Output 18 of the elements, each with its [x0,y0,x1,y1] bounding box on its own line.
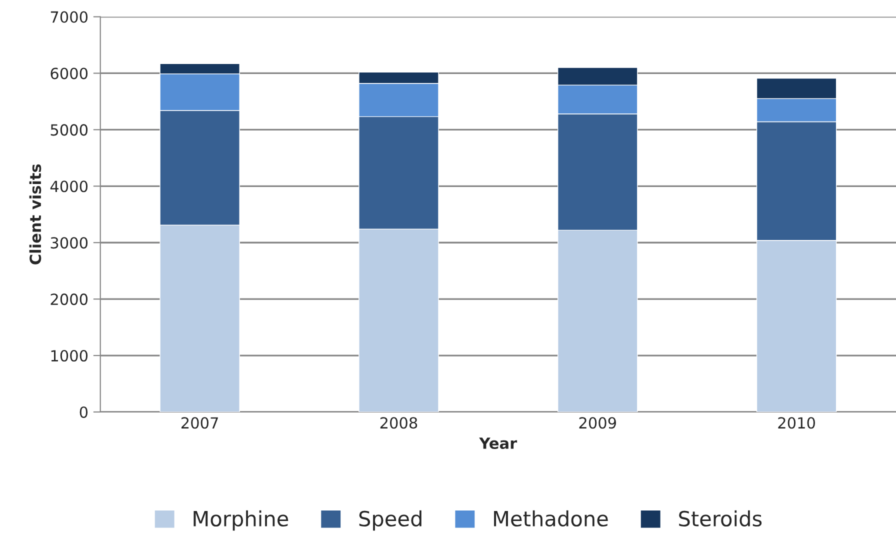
y-tick-label: 2000 [50,294,88,306]
legend-label: Morphine [194,510,288,531]
y-tick-label: 5000 [50,124,88,136]
y-tick-label: 4000 [50,180,88,192]
x-tick-label: 2008 [380,417,418,429]
y-tick-label: 1000 [51,350,88,362]
legend-label: Steroids [679,510,762,527]
y-tick-label: 0 [80,406,88,418]
y-axis-title: Client visits [29,164,42,264]
legend-label: Methadone [494,510,608,527]
y-tick-label: 3000 [50,237,88,249]
x-tick-label: 2007 [181,417,218,429]
legend-label: Speed [359,510,422,531]
x-axis-title: Year [479,438,518,450]
y-tick-label: 6000 [50,68,88,80]
x-tick-label: 2010 [778,417,815,429]
x-tick-label: 2009 [579,417,616,429]
y-tick-label: 7000 [50,11,88,23]
